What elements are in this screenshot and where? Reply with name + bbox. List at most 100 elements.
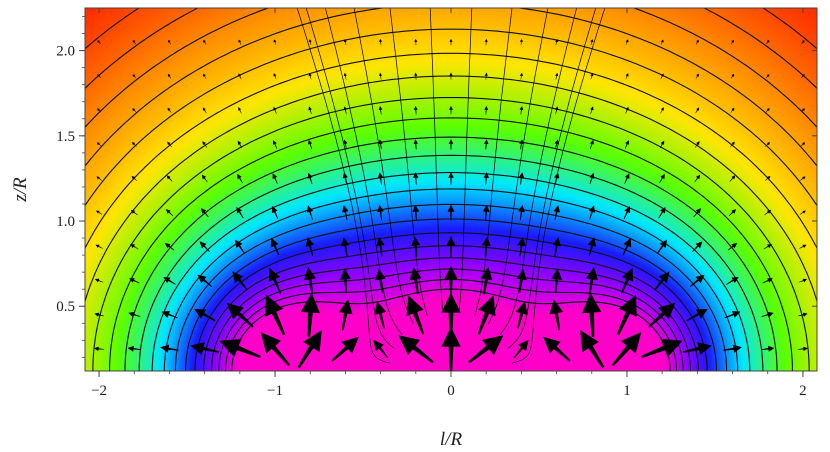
field-arrow [331,336,359,362]
field-arrow [308,39,312,45]
y-tick-label: 1.0 [56,214,75,230]
field-arrow [343,106,348,115]
field-arrow [622,237,632,256]
x-axis: −2 −1 0 1 2 [91,8,807,399]
y-tick-label: 2.0 [56,44,75,60]
x-tick-label: −1 [267,383,283,399]
field-arrow [623,206,631,220]
field-line [429,8,444,312]
field-arrow [797,346,808,351]
field-arrow [730,141,735,148]
field-arrow [726,277,739,285]
field-arrow [477,295,496,335]
field-arrow [236,207,244,219]
field-arrow [300,292,320,337]
field-arrow [377,204,384,221]
field-arrow [519,139,524,150]
field-arrow [413,139,418,150]
field-arrow [342,205,349,220]
field-arrow [660,39,664,45]
field-arrow [163,277,176,285]
field-arrow [130,244,139,250]
field-arrow [161,311,178,319]
y-axis-title: z/R [10,177,31,203]
field-arrow [654,271,670,291]
field-line [488,8,549,324]
field-arrow [413,105,418,115]
field-arrow [590,39,594,45]
field-arrow [694,141,700,148]
field-arrow [413,172,419,185]
vector-arrows [94,38,808,371]
field-arrow [272,173,278,184]
field-arrow [553,205,560,220]
field-arrow [554,172,560,185]
field-arrow [273,106,277,114]
contour-line [174,203,728,371]
field-arrow [378,139,383,150]
field-arrow [412,204,420,221]
field-arrow [798,312,808,317]
field-arrow [132,108,137,113]
field-arrow [411,236,421,257]
field-arrow [308,139,313,149]
field-arrow [616,294,637,336]
field-arrow [689,274,705,287]
field-arrow [763,244,772,250]
field-arrow [237,173,243,184]
contour-line [194,232,708,371]
contour-line [85,8,817,128]
field-line [474,8,513,317]
field-arrow [648,302,676,328]
field-arrow [449,38,453,46]
field-arrow [695,39,699,45]
field-arrow [167,107,172,113]
field-arrow [167,141,172,148]
field-arrow [660,73,664,80]
field-arrow [590,106,594,115]
field-arrow [444,265,458,296]
field-arrow [695,73,699,79]
field-arrow [297,330,322,369]
field-arrow [339,268,351,294]
field-arrow [94,278,104,283]
field-arrow [468,335,504,364]
field-arrow [129,278,140,284]
field-arrow [379,72,383,80]
field-line [305,8,395,349]
field-arrow [373,339,389,359]
field-arrow [343,72,347,80]
field-arrow [761,311,774,318]
field-line [296,8,390,364]
field-arrow [518,172,525,185]
field-line [512,8,606,364]
field-arrow [727,242,738,251]
field-arrow [232,271,248,291]
field-arrow [620,267,634,294]
field-arrow [552,237,561,257]
field-arrow [590,72,594,80]
field-arrow [342,172,348,185]
field-arrow [731,40,734,45]
field-arrow [517,237,526,257]
field-arrow [273,39,277,45]
field-arrow [555,72,559,80]
field-arrow [97,108,101,113]
field-arrow [406,295,425,335]
field-arrow [132,74,136,79]
contour-line [163,188,739,371]
field-arrow [728,209,737,217]
field-arrow [449,105,453,115]
field-arrow [657,239,667,254]
field-arrow [799,210,806,215]
field-arrow [377,172,384,185]
field-arrow [658,207,666,219]
field-arrow [765,142,770,147]
x-tick-label: 1 [623,383,631,399]
field-arrow [518,204,525,221]
field-arrow [762,278,773,284]
field-arrow [589,139,594,149]
field-arrow [308,106,312,115]
y-tick-label: 0.5 [56,299,75,315]
field-arrow [446,236,456,257]
